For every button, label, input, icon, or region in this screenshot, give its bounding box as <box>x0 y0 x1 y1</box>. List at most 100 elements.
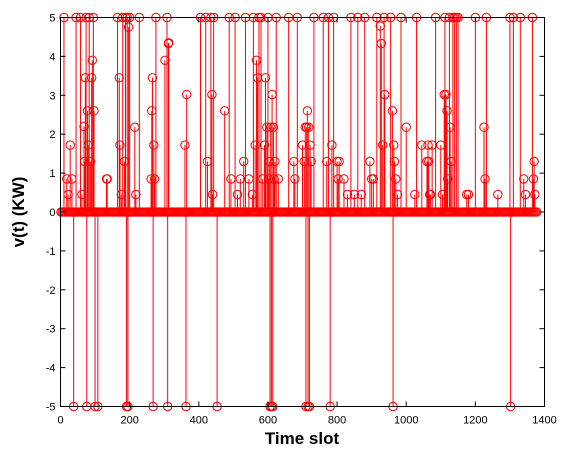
stem <box>481 12 492 212</box>
stem <box>342 189 353 212</box>
y-tick-label: 5 <box>49 13 55 25</box>
stem-marker <box>207 189 218 200</box>
stem-marker <box>114 73 124 83</box>
stem <box>339 174 349 212</box>
stem <box>360 12 370 212</box>
stem <box>303 212 313 412</box>
stem <box>124 12 135 212</box>
stem-marker <box>528 174 539 184</box>
stem <box>123 212 133 412</box>
stem-marker <box>334 156 344 167</box>
stem <box>244 174 254 212</box>
stem-marker <box>85 156 96 167</box>
x-tick-label: 600 <box>259 415 277 427</box>
stem <box>505 212 516 412</box>
stem-marker <box>87 55 98 65</box>
stem-marker <box>115 140 125 150</box>
stem <box>323 12 334 212</box>
stem <box>470 12 481 212</box>
stem-marker <box>391 174 401 184</box>
stem <box>89 106 99 212</box>
stem <box>114 73 124 212</box>
stem <box>380 89 390 212</box>
stem <box>378 140 388 212</box>
stem-marker <box>260 73 271 83</box>
stem <box>423 140 433 212</box>
stem-marker <box>265 122 276 132</box>
stem <box>180 140 190 212</box>
stem <box>375 21 385 212</box>
stem <box>453 12 463 212</box>
stem-marker <box>147 73 158 83</box>
stem-marker <box>376 38 387 49</box>
stem-marker <box>520 189 531 200</box>
stem <box>65 140 75 212</box>
y-tick-label: 3 <box>49 90 55 102</box>
stem <box>134 12 145 212</box>
stem <box>389 156 400 212</box>
stem <box>102 174 112 212</box>
stem <box>333 174 343 212</box>
stem <box>262 122 272 212</box>
stem-marker <box>79 121 89 132</box>
stem <box>389 140 399 212</box>
stem-marker <box>232 189 243 200</box>
stem <box>528 174 539 212</box>
stem-marker <box>273 174 283 184</box>
y-tick-label: -5 <box>46 402 56 414</box>
stem <box>149 174 160 212</box>
y-tick-label: -2 <box>46 285 56 297</box>
stem-marker <box>356 189 366 200</box>
stem-marker <box>365 156 375 167</box>
stem-marker <box>410 189 420 200</box>
x-tick-label: 200 <box>120 415 138 427</box>
stem-marker <box>290 174 300 184</box>
stem <box>328 12 339 212</box>
stem-marker <box>102 174 112 184</box>
stem <box>289 156 299 212</box>
stem-marker <box>289 156 299 167</box>
x-tick-labels: 0 200 400 600 800 1000 1200 1400 <box>57 415 556 427</box>
stem <box>463 189 474 212</box>
y-tick-label: -4 <box>46 363 56 375</box>
stem <box>67 174 77 212</box>
stem <box>520 189 531 212</box>
stem <box>356 189 366 212</box>
stem-marker <box>519 174 529 184</box>
stem-marker <box>62 174 72 184</box>
stem-marker <box>417 140 427 150</box>
stem <box>273 174 283 212</box>
stem <box>451 12 462 212</box>
stem <box>207 189 218 212</box>
stem <box>162 212 173 412</box>
stem <box>365 156 375 212</box>
stem <box>411 12 422 212</box>
stem <box>425 189 436 212</box>
stem <box>304 212 315 412</box>
stem <box>220 106 230 212</box>
stem <box>301 212 311 412</box>
stem-marker <box>389 140 399 150</box>
stem-marker <box>368 174 379 184</box>
stem-marker <box>181 89 192 100</box>
stem-marker <box>327 140 337 150</box>
stem <box>368 174 379 212</box>
stem <box>529 156 539 212</box>
stem <box>201 12 211 212</box>
stem <box>493 189 503 212</box>
stem <box>423 156 434 212</box>
stem-marker <box>123 22 134 32</box>
stem <box>441 89 451 212</box>
stem-marker <box>270 156 280 167</box>
x-tick-label: 1000 <box>394 415 418 427</box>
stem-marker <box>306 156 316 167</box>
stem <box>318 12 328 212</box>
stem <box>62 174 72 212</box>
stem-marker <box>322 156 332 167</box>
stem-marker <box>380 89 390 100</box>
y-tick-label: -1 <box>46 246 56 258</box>
stem-marker <box>339 174 349 184</box>
stem-marker <box>342 189 353 200</box>
stem <box>427 140 437 212</box>
